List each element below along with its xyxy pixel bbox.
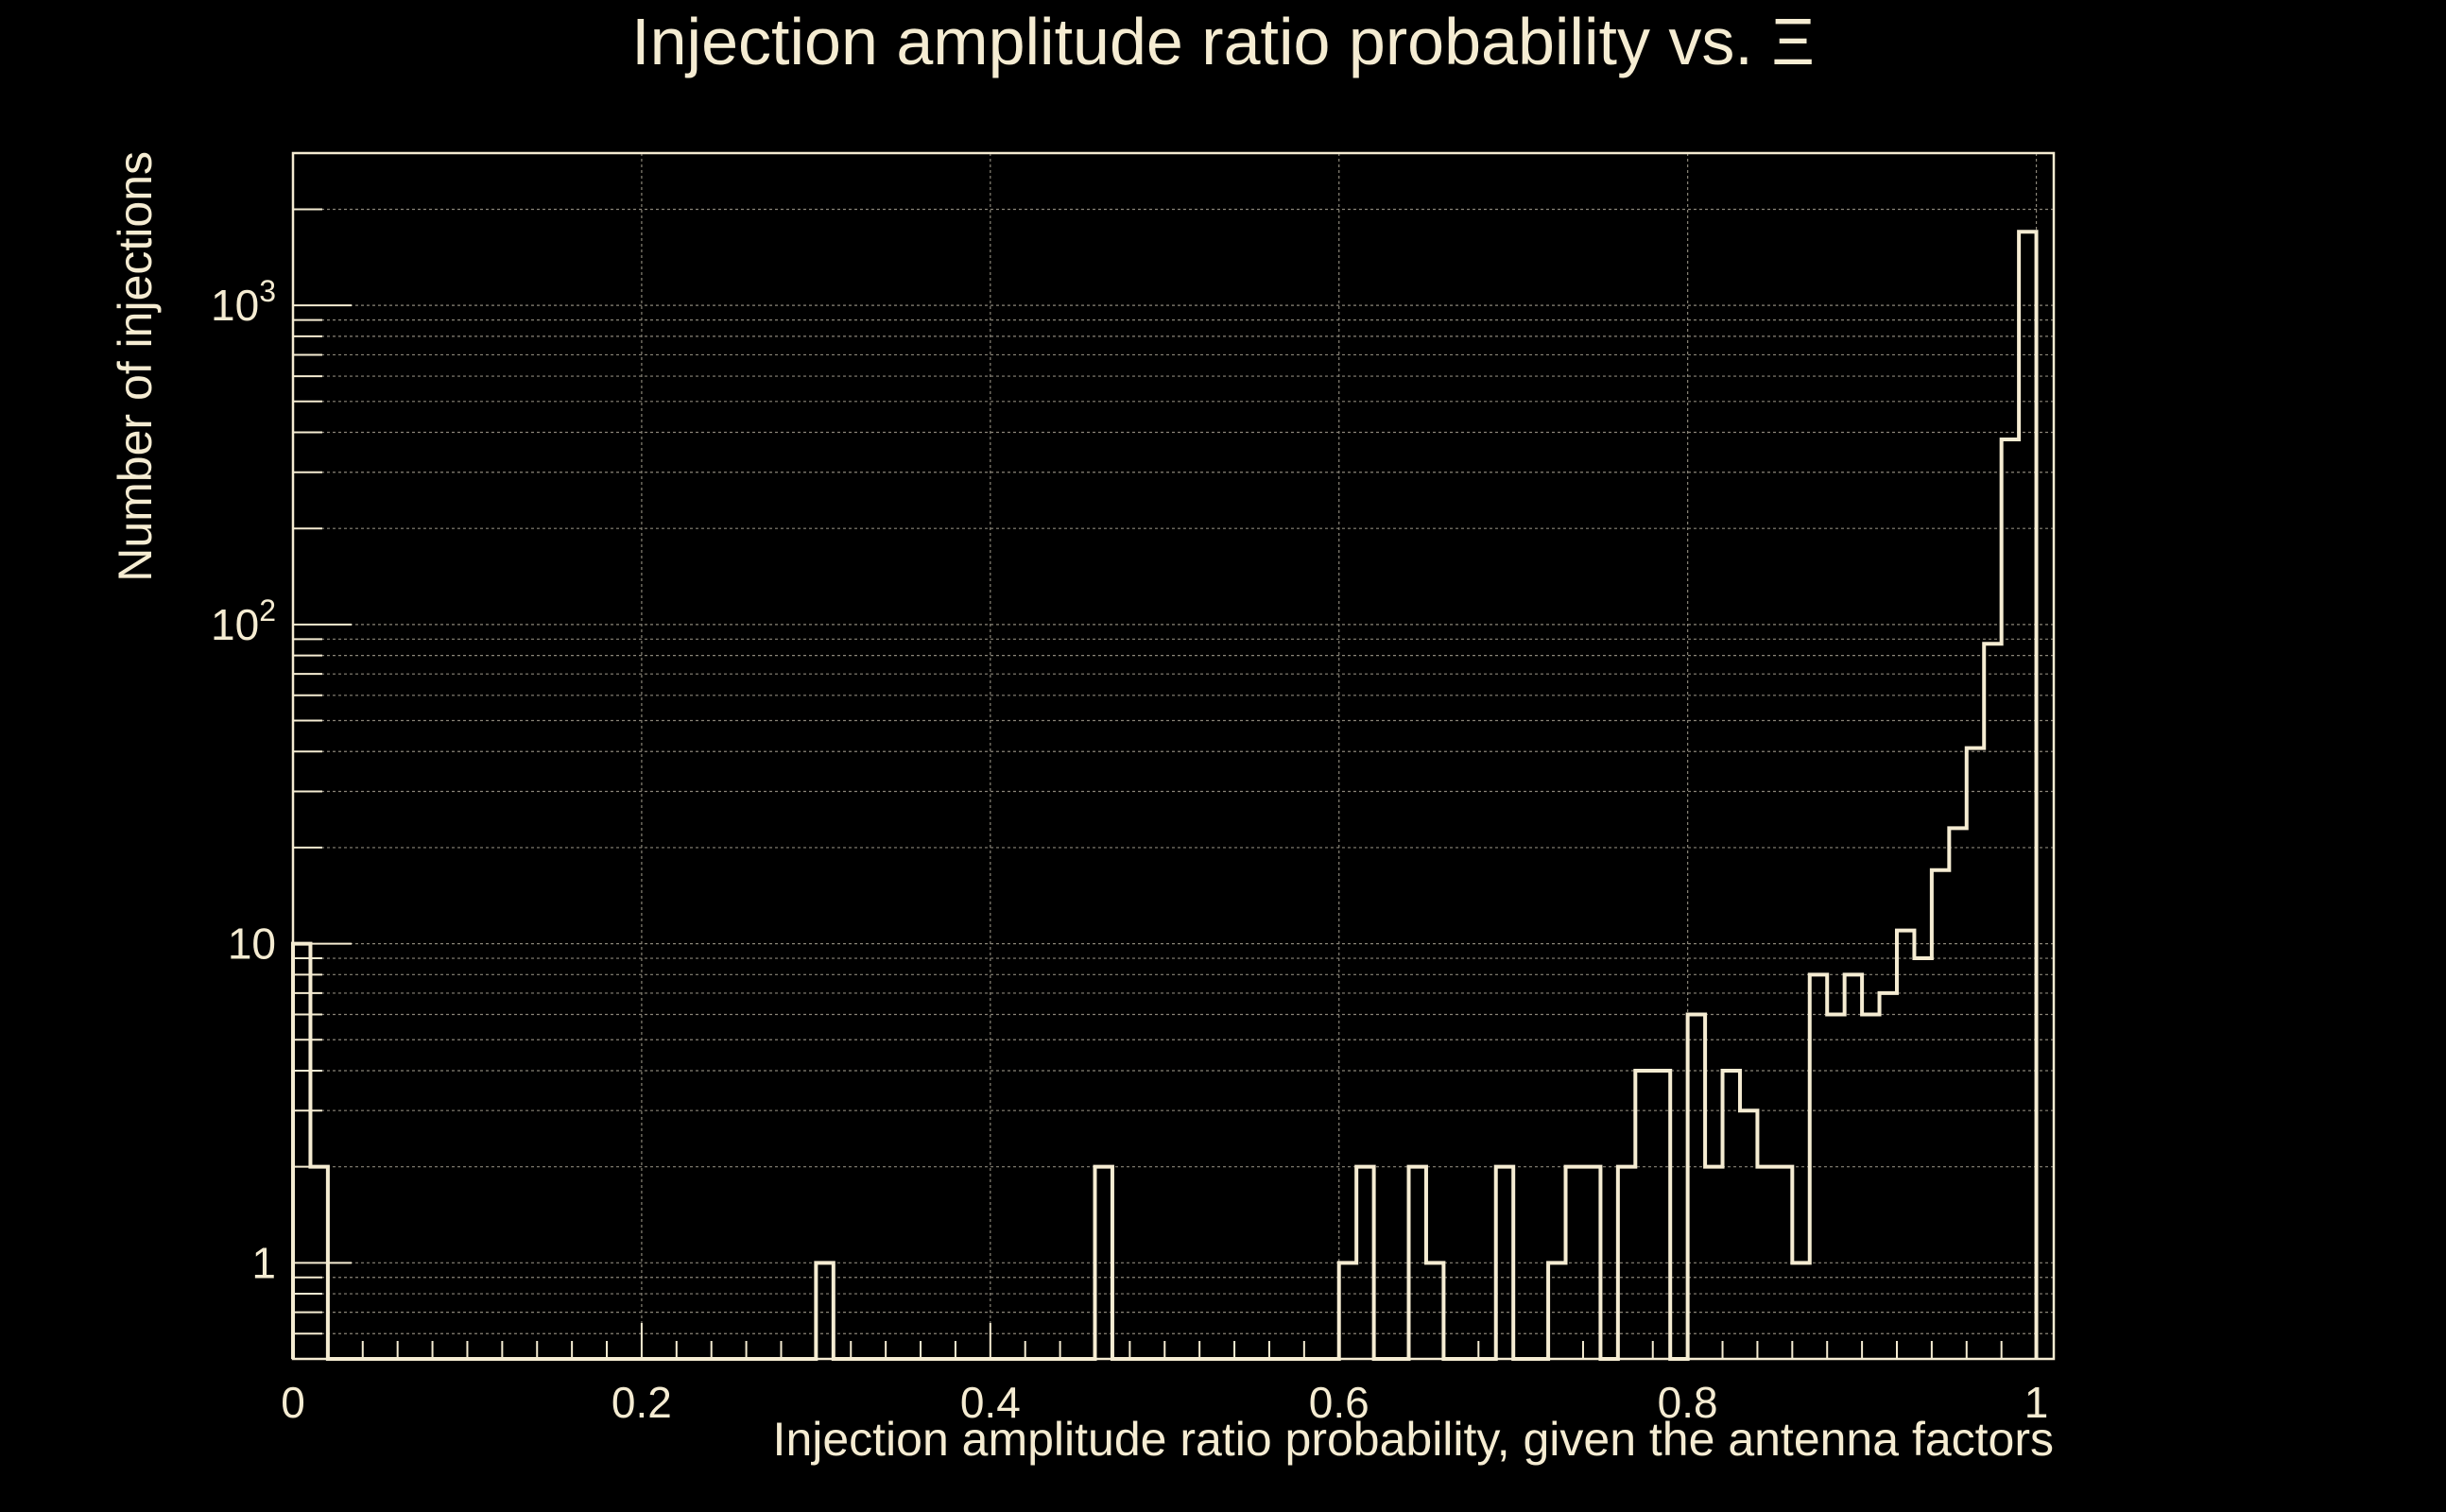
- histogram-series: [291, 230, 2039, 1361]
- ticks-layer: [292, 152, 2038, 1360]
- y-tick-label: 10: [228, 919, 276, 969]
- y-tick-label: 1: [251, 1238, 276, 1287]
- x-tick-label: 0.4: [960, 1378, 1021, 1427]
- y-tick-base: 1: [251, 1238, 276, 1287]
- y-axis-label: Number of injections: [109, 151, 162, 582]
- chart-title: Injection amplitude ratio probability vs…: [631, 5, 1815, 78]
- plot-frame: [291, 151, 2056, 1361]
- x-axis-label: Injection amplitude ratio probability, g…: [773, 1413, 2054, 1466]
- x-tick-label: 0: [281, 1378, 305, 1427]
- y-tick-base: 10: [228, 919, 276, 969]
- y-tick-label: 103: [211, 274, 276, 330]
- y-tick-base: 10: [211, 281, 259, 330]
- y-tick-exponent: 3: [259, 274, 276, 308]
- x-tick-label: 0.6: [1309, 1378, 1369, 1427]
- y-tick-base: 10: [211, 600, 259, 649]
- y-tick-exponent: 2: [259, 593, 276, 627]
- x-tick-label: 1: [2024, 1378, 2049, 1427]
- x-tick-label: 0.2: [612, 1378, 672, 1427]
- grid-layer: [292, 152, 2054, 1360]
- x-tick-label: 0.8: [1658, 1378, 1718, 1427]
- y-tick-label: 102: [211, 593, 276, 649]
